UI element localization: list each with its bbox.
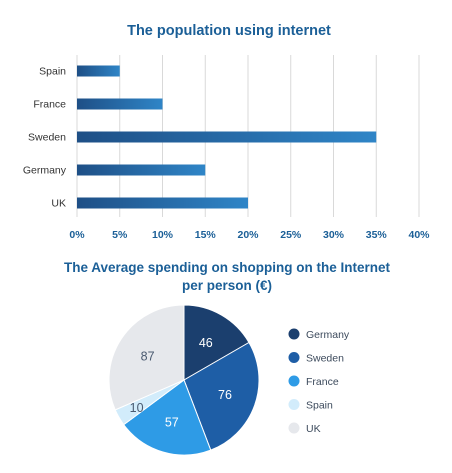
bar-spain (77, 65, 120, 77)
x-tick-label-25: 25% (280, 229, 302, 241)
bar-chart-x-tick-labels: 0% 5% 10% 15% 20% 25% 30% 35% 40% (69, 229, 430, 241)
pie-chart-title: The Average spending on shopping on the … (64, 260, 391, 275)
pie-slice-france (123, 379, 212, 456)
legend-swatch-france (288, 375, 300, 387)
x-tick-label-35: 35% (366, 229, 388, 241)
pie-data-label-france: 57 (165, 415, 179, 429)
pie-chart-slices (108, 304, 260, 456)
legend-swatch-sweden (288, 352, 300, 363)
pie-chart-data-labels: 46 76 57 10 87 (130, 336, 232, 430)
bar-sweden (77, 131, 377, 143)
legend-label-spain: Spain (306, 399, 333, 411)
legend-swatch-spain (288, 399, 300, 410)
legend-label-uk: UK (306, 423, 321, 435)
pie-chart-title-line2: per person (€) (182, 278, 272, 293)
bar-chart-bars (77, 65, 377, 209)
pie-data-label-spain: 10 (130, 401, 144, 415)
x-tick-label-10: 10% (152, 229, 174, 241)
legend-label-sweden: Sweden (306, 352, 344, 364)
legend-label-france: France (306, 376, 339, 388)
bar-uk (77, 197, 248, 209)
category-label-uk: UK (51, 198, 66, 210)
pie-slice-uk (108, 304, 185, 411)
x-tick-label-20: 20% (237, 229, 259, 241)
category-label-spain: Spain (39, 66, 66, 78)
pie-slice-sweden (183, 341, 260, 451)
pie-chart-legend: Germany Sweden France Spain UK (288, 328, 350, 435)
pie-data-label-sweden: 76 (218, 388, 232, 402)
category-label-sweden: Sweden (28, 132, 66, 144)
bar-germany (77, 164, 206, 176)
category-label-france: France (33, 99, 66, 111)
x-tick-label-15: 15% (195, 229, 217, 241)
legend-swatch-uk (288, 422, 300, 434)
category-label-germany: Germany (23, 165, 67, 177)
pie-data-label-uk: 87 (141, 350, 155, 364)
x-tick-label-30: 30% (323, 229, 345, 241)
x-tick-label-40: 40% (408, 229, 430, 241)
x-tick-label-5: 5% (112, 229, 128, 241)
bar-chart-category-labels: Spain France Sweden Germany UK (23, 66, 67, 210)
x-tick-label-0: 0% (69, 229, 85, 241)
pie-slice-germany (183, 304, 250, 381)
bar-chart-title: The population using internet (127, 23, 331, 39)
bar-france (77, 98, 163, 110)
legend-swatch-germany (288, 328, 300, 340)
legend-label-germany: Germany (306, 329, 350, 341)
pie-data-label-germany: 46 (199, 336, 213, 350)
